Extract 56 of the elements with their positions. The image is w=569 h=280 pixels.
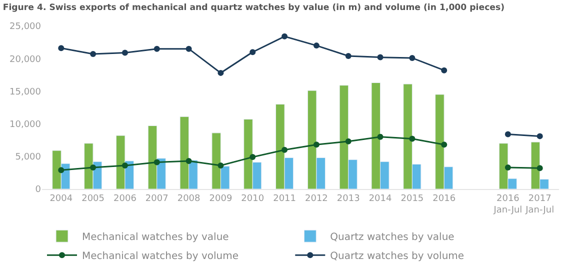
x-tick-label: 2006 bbox=[114, 194, 137, 204]
x-tick-label: 2014 bbox=[368, 194, 392, 204]
point bbox=[377, 54, 384, 60]
y-tick-label: 15,000 bbox=[10, 87, 42, 98]
x-tick-label: 2016 bbox=[432, 194, 456, 204]
chart-title: Figure 4. Swiss exports of mechanical and quartz watches by value (in m) and volume (in 1,000 pieces) bbox=[2, 3, 505, 14]
point bbox=[218, 162, 224, 169]
y-tick-label: 10,000 bbox=[10, 120, 42, 130]
point bbox=[250, 154, 256, 160]
point bbox=[186, 46, 192, 52]
point bbox=[282, 146, 288, 153]
point bbox=[250, 49, 256, 56]
y-tick-label: 20,000 bbox=[10, 54, 42, 65]
x-tick-label: 2017 Jan-Jul bbox=[524, 194, 554, 216]
point bbox=[122, 162, 128, 169]
point bbox=[154, 159, 160, 166]
point bbox=[504, 164, 511, 170]
point bbox=[154, 46, 160, 52]
point bbox=[536, 165, 543, 172]
x-tick-label: 2007 bbox=[145, 194, 168, 204]
y-tick-label: 0 bbox=[35, 185, 42, 196]
x-tick-label: 2005 bbox=[82, 194, 105, 204]
point bbox=[313, 142, 320, 148]
point bbox=[186, 158, 192, 164]
point bbox=[377, 134, 384, 140]
x-tick-label: 2009 bbox=[209, 194, 232, 204]
x-tick-label: 2016 Jan-Jul bbox=[492, 194, 522, 216]
point bbox=[313, 42, 320, 49]
point bbox=[409, 54, 416, 61]
x-tick-label: 2008 bbox=[177, 194, 201, 204]
point bbox=[90, 164, 96, 170]
point bbox=[441, 142, 448, 148]
y-tick-label: 25,000 bbox=[10, 22, 42, 32]
x-tick-label: 2010 bbox=[241, 194, 264, 204]
point bbox=[90, 51, 96, 58]
legend-label: Mechanical watches by volume bbox=[82, 251, 239, 262]
point bbox=[345, 138, 352, 144]
point bbox=[122, 50, 128, 56]
point bbox=[58, 45, 64, 52]
x-tick-label: 2012 bbox=[305, 194, 328, 204]
y-tick-label: 5,000 bbox=[15, 152, 42, 163]
x-tick-label: 2004 bbox=[50, 194, 73, 204]
point bbox=[504, 131, 511, 138]
legend-label: Quartz watches by value bbox=[330, 232, 454, 243]
legend-label: Mechanical watches by value bbox=[82, 232, 229, 243]
point bbox=[441, 67, 448, 74]
x-tick-label: 2015 bbox=[400, 194, 424, 204]
legend-label: Quartz watches by volume bbox=[330, 251, 464, 262]
point bbox=[58, 167, 64, 174]
x-tick-label: 2011 bbox=[273, 194, 296, 204]
point bbox=[409, 136, 416, 142]
point bbox=[345, 52, 352, 59]
point bbox=[536, 133, 543, 140]
x-tick-label: 2013 bbox=[336, 194, 360, 204]
point bbox=[218, 70, 224, 76]
point bbox=[282, 33, 288, 40]
